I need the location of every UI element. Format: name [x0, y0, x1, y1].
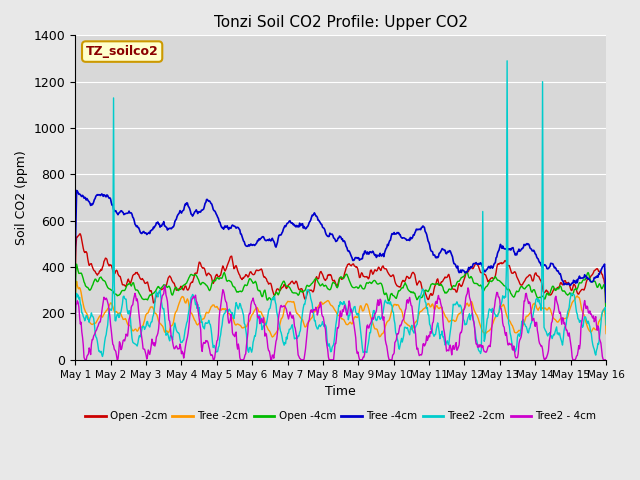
Title: Tonzi Soil CO2 Profile: Upper CO2: Tonzi Soil CO2 Profile: Upper CO2: [214, 15, 468, 30]
X-axis label: Time: Time: [325, 385, 356, 398]
Legend: Open -2cm, Tree -2cm, Open -4cm, Tree -4cm, Tree2 -2cm, Tree2 - 4cm: Open -2cm, Tree -2cm, Open -4cm, Tree -4…: [81, 407, 601, 426]
Text: TZ_soilco2: TZ_soilco2: [86, 45, 159, 58]
Y-axis label: Soil CO2 (ppm): Soil CO2 (ppm): [15, 150, 28, 245]
